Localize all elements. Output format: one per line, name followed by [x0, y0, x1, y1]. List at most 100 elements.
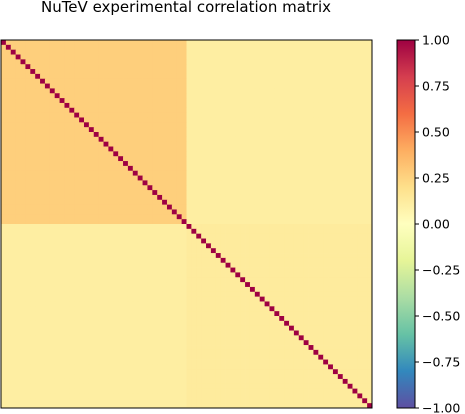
heatmap-cell [45, 248, 50, 253]
heatmap-cell [338, 209, 343, 214]
heatmap-cell [240, 345, 245, 350]
heatmap-cell [352, 74, 357, 79]
heatmap-cell [362, 335, 367, 340]
heatmap-cell [55, 301, 60, 306]
heatmap-cell [21, 142, 26, 147]
heatmap-cell [265, 200, 270, 205]
heatmap-cell [333, 108, 338, 113]
heatmap-cell [60, 282, 65, 287]
heatmap-cell [99, 340, 104, 345]
heatmap-cell [265, 50, 270, 55]
heatmap-cell [118, 258, 123, 263]
heatmap-cell [274, 229, 279, 234]
heatmap-cell [352, 45, 357, 50]
heatmap-cell [133, 229, 138, 234]
heatmap-cell [235, 185, 240, 190]
heatmap-cell [123, 156, 128, 161]
heatmap-cell [362, 292, 367, 297]
heatmap-cell [333, 195, 338, 200]
heatmap-cell [157, 311, 162, 316]
heatmap-cell [196, 209, 201, 214]
heatmap-cell [128, 185, 133, 190]
heatmap-cell [182, 127, 187, 132]
heatmap-cell [69, 331, 74, 336]
heatmap-cell [35, 277, 40, 282]
heatmap-cell [333, 45, 338, 50]
heatmap-cell [138, 50, 143, 55]
heatmap-cell [104, 219, 109, 224]
heatmap-cell [230, 98, 235, 103]
heatmap-cell [289, 74, 294, 79]
heatmap-cell [269, 214, 274, 219]
heatmap-cell [108, 239, 113, 244]
heatmap-cell [25, 108, 30, 113]
heatmap-cell [187, 142, 192, 147]
heatmap-cell [21, 316, 26, 321]
heatmap-cell [279, 301, 284, 306]
heatmap-cell [289, 234, 294, 239]
heatmap-cell [289, 224, 294, 229]
heatmap-cell [40, 98, 45, 103]
heatmap-cell [25, 248, 30, 253]
heatmap-cell [99, 156, 104, 161]
heatmap-cell [182, 64, 187, 69]
heatmap-cell [245, 209, 250, 214]
heatmap-cell [113, 79, 118, 84]
heatmap-cell [167, 214, 172, 219]
heatmap-cell [143, 345, 148, 350]
heatmap-cell [94, 55, 99, 60]
heatmap-cell [230, 340, 235, 345]
heatmap-cell [147, 306, 152, 311]
heatmap-cell [60, 263, 65, 268]
heatmap-cell [196, 297, 201, 302]
heatmap-cell [216, 142, 221, 147]
heatmap-cell [94, 287, 99, 292]
heatmap-cell [108, 176, 113, 181]
heatmap-cell [230, 214, 235, 219]
heatmap-cell [352, 224, 357, 229]
heatmap-cell [221, 243, 226, 248]
heatmap-cell [138, 142, 143, 147]
heatmap-cell [318, 93, 323, 98]
heatmap-cell [104, 234, 109, 239]
heatmap-cell [279, 292, 284, 297]
heatmap-cell [230, 132, 235, 137]
heatmap-cell [79, 253, 84, 258]
heatmap-cell [89, 340, 94, 345]
heatmap-cell [128, 40, 133, 45]
heatmap-cell [152, 224, 157, 229]
heatmap-cell [143, 93, 148, 98]
heatmap-cell [260, 229, 265, 234]
heatmap-cell [289, 166, 294, 171]
heatmap-cell [21, 98, 26, 103]
heatmap-cell [362, 161, 367, 166]
heatmap-cell [333, 287, 338, 292]
heatmap-cell [338, 214, 343, 219]
heatmap-cell [240, 117, 245, 122]
heatmap-cell [177, 195, 182, 200]
heatmap-cell [235, 234, 240, 239]
heatmap-cell [143, 350, 148, 355]
heatmap-cell [167, 69, 172, 74]
heatmap-cell [323, 180, 328, 185]
heatmap-cell [55, 190, 60, 195]
heatmap-cell [128, 88, 133, 93]
heatmap-cell [284, 214, 289, 219]
heatmap-cell [118, 161, 123, 166]
heatmap-cell [11, 64, 16, 69]
heatmap-cell [79, 272, 84, 277]
heatmap-cell [211, 190, 216, 195]
heatmap-cell [118, 79, 123, 84]
heatmap-cell [40, 88, 45, 93]
heatmap-cell [108, 282, 113, 287]
heatmap-cell [108, 263, 113, 268]
heatmap-cell [79, 306, 84, 311]
heatmap-cell [172, 176, 177, 181]
heatmap-cell [167, 64, 172, 69]
heatmap-cell [11, 321, 16, 326]
heatmap-cell [118, 311, 123, 316]
heatmap-cell [357, 108, 362, 113]
heatmap-cell [74, 64, 79, 69]
heatmap-cell [138, 88, 143, 93]
heatmap-cell [250, 214, 255, 219]
